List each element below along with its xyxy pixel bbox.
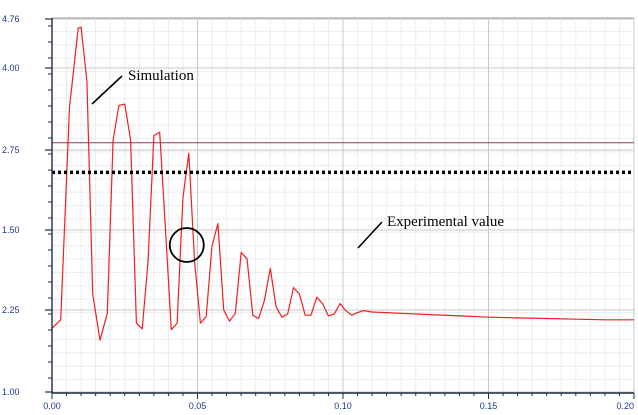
- y-tick-label: 4.00: [2, 63, 20, 73]
- simulation-pointer: [91, 75, 123, 105]
- highlight-circle: [168, 227, 205, 263]
- y-tick-label: 1.50: [2, 225, 20, 235]
- x-tick-label: 0.10: [334, 401, 352, 411]
- axes: 1.00 2.25 1.50 2.75 4.00 4.76 0.00 0.05 0.10 0.15…: [2, 14, 635, 411]
- y-tick-label: 2.75: [2, 145, 20, 155]
- simulation-line: [51, 26, 634, 341]
- x-tick-label: 0.00: [43, 401, 61, 411]
- x-tick-label: 0.05: [189, 401, 207, 411]
- series-lines: [51, 26, 634, 341]
- x-tick-label: 0.20: [616, 401, 634, 411]
- experimental-annotation: Experimental value: [387, 214, 504, 230]
- grid: [51, 18, 635, 393]
- y-tick-label: 4.76: [2, 14, 20, 24]
- x-tick-label: 0.15: [480, 401, 498, 411]
- experimental-pointer: [357, 221, 383, 249]
- y-tick-label: 2.25: [2, 305, 20, 315]
- simulation-annotation: Simulation: [128, 68, 194, 84]
- annotations: Simulation Experimental value: [91, 68, 504, 263]
- y-tick-label: 1.00: [2, 387, 20, 397]
